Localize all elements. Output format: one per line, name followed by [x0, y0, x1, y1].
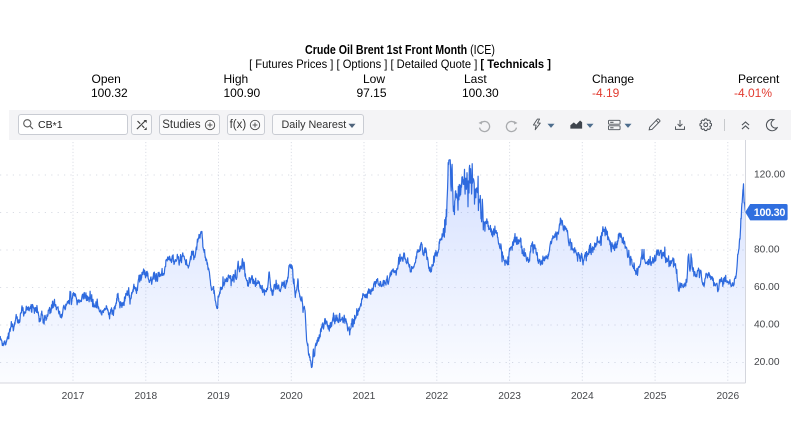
svg-text:2021: 2021	[353, 391, 376, 402]
svg-text:80.00: 80.00	[754, 245, 780, 256]
svg-text:2018: 2018	[134, 391, 157, 402]
svg-text:100.30: 100.30	[754, 207, 786, 219]
svg-text:2022: 2022	[425, 391, 448, 402]
svg-text:2020: 2020	[280, 391, 303, 402]
svg-text:40.00: 40.00	[754, 320, 780, 331]
svg-text:2019: 2019	[207, 391, 230, 402]
svg-text:120.00: 120.00	[754, 170, 785, 181]
svg-text:2025: 2025	[644, 391, 667, 402]
svg-text:20.00: 20.00	[754, 357, 780, 368]
svg-text:2017: 2017	[62, 391, 85, 402]
svg-text:2024: 2024	[571, 391, 594, 402]
svg-text:2023: 2023	[498, 391, 521, 402]
svg-text:60.00: 60.00	[754, 282, 780, 293]
svg-text:2026: 2026	[716, 391, 739, 402]
